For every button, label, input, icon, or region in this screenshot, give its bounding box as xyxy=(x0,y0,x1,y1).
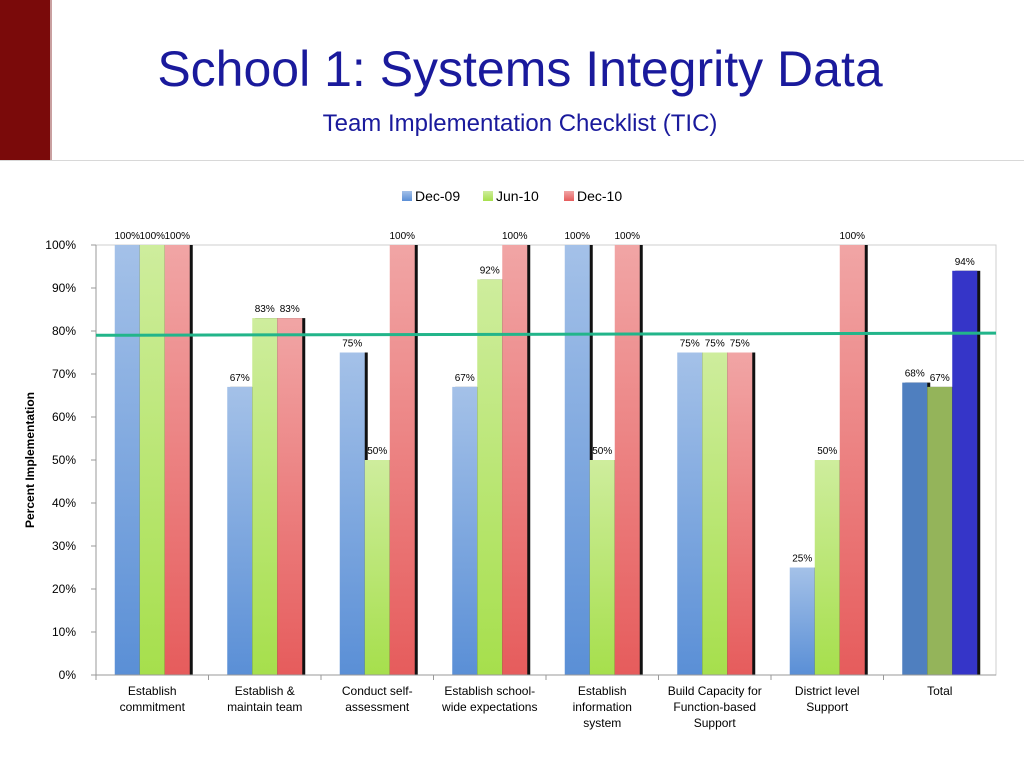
data-label: 50% xyxy=(817,446,837,457)
data-label: 83% xyxy=(280,304,300,315)
legend-label: Dec-10 xyxy=(577,188,622,204)
bar-dec-10 xyxy=(614,245,640,675)
x-category-label: Support xyxy=(806,700,849,714)
data-label: 68% xyxy=(905,369,925,380)
bar-jun-10 xyxy=(814,460,840,675)
y-axis-title: Percent Implementation xyxy=(23,392,37,528)
x-category-label: Support xyxy=(694,716,737,730)
data-label: 100% xyxy=(502,231,528,242)
legend-label: Jun-10 xyxy=(496,188,539,204)
x-category-label: District level xyxy=(795,684,860,698)
x-category-label: Establish xyxy=(578,684,627,698)
data-label: 100% xyxy=(389,231,415,242)
data-label: 100% xyxy=(614,231,640,242)
bar-jun-10 xyxy=(589,460,615,675)
data-label: 100% xyxy=(839,231,865,242)
data-label: 92% xyxy=(480,265,500,276)
bar-dec-09 xyxy=(339,352,365,675)
x-category-label: information xyxy=(573,700,632,714)
slide-title: School 1: Systems Integrity Data xyxy=(157,41,883,97)
y-tick-label: 60% xyxy=(52,410,76,424)
legend-swatch xyxy=(564,191,574,201)
bar-jun-10 xyxy=(477,279,503,675)
bar-chart: 0% 10% 20% 30% 40% 50% 60% 70% 80% 90% 100% Percent… xyxy=(23,188,997,730)
bar-dec-09 xyxy=(677,352,703,675)
y-tick-label: 100% xyxy=(45,238,76,252)
y-tick-label: 30% xyxy=(52,539,76,553)
y-tick-label: 0% xyxy=(59,668,77,682)
bar-dec-10 xyxy=(727,352,753,675)
x-category-label: assessment xyxy=(345,700,410,714)
x-category-label: wide expectations xyxy=(441,700,537,714)
x-category-label: Function-based xyxy=(673,700,756,714)
bar-dec-10 xyxy=(389,245,415,675)
y-tick-label: 70% xyxy=(52,367,76,381)
data-label: 100% xyxy=(164,231,190,242)
bar-jun-10 xyxy=(139,245,165,675)
bar-dec-10 xyxy=(952,270,978,675)
y-tick-label: 20% xyxy=(52,582,76,596)
legend-swatch xyxy=(483,191,493,201)
data-label: 75% xyxy=(342,339,362,350)
x-category-label: Build Capacity for xyxy=(668,684,762,698)
data-label: 83% xyxy=(255,304,275,315)
x-category-label: Conduct self- xyxy=(342,684,413,698)
x-category-label: system xyxy=(583,716,621,730)
x-category-label: maintain team xyxy=(227,700,302,714)
chart-frame: 0% 10% 20% 30% 40% 50% 60% 70% 80% 90% 100% Percent… xyxy=(0,160,1024,769)
slide-subtitle: Team Implementation Checklist (TIC) xyxy=(322,110,718,137)
x-category-label: Establish & xyxy=(235,684,295,698)
data-label: 67% xyxy=(230,373,250,384)
data-label: 67% xyxy=(930,373,950,384)
bar-jun-10 xyxy=(702,352,728,675)
y-tick-label: 40% xyxy=(52,496,76,510)
bar-dec-09 xyxy=(789,567,815,675)
data-label: 50% xyxy=(592,446,612,457)
data-label: 75% xyxy=(705,339,725,350)
bar-dec-09 xyxy=(564,245,590,675)
bar-dec-09 xyxy=(452,386,478,675)
bar-dec-09 xyxy=(227,386,253,675)
y-tick-label: 10% xyxy=(52,625,76,639)
data-label: 75% xyxy=(680,339,700,350)
y-tick-label: 50% xyxy=(52,453,76,467)
bar-dec-10 xyxy=(839,245,865,675)
bar-jun-10 xyxy=(252,318,278,675)
bar-dec-09 xyxy=(114,245,140,675)
side-accent-block xyxy=(0,0,52,160)
x-category-label: Total xyxy=(927,684,952,698)
x-category-label: Establish xyxy=(128,684,177,698)
bar-dec-10 xyxy=(502,245,528,675)
data-label: 25% xyxy=(792,554,812,565)
y-tick-label: 80% xyxy=(52,324,76,338)
data-label: 50% xyxy=(367,446,387,457)
bar-dec-10 xyxy=(164,245,190,675)
data-label: 100% xyxy=(564,231,590,242)
y-tick-label: 90% xyxy=(52,281,76,295)
bar-dec-10 xyxy=(277,318,303,675)
x-category-label: commitment xyxy=(120,700,186,714)
legend-swatch xyxy=(402,191,412,201)
data-label: 100% xyxy=(114,231,140,242)
data-label: 100% xyxy=(139,231,165,242)
bar-jun-10 xyxy=(364,460,390,675)
data-label: 75% xyxy=(730,339,750,350)
target-line xyxy=(95,331,997,337)
data-label: 67% xyxy=(455,373,475,384)
bar-jun-10 xyxy=(927,386,953,675)
data-label: 94% xyxy=(955,257,975,268)
x-category-label: Establish school- xyxy=(444,684,535,698)
bar-dec-09 xyxy=(902,382,928,675)
legend-label: Dec-09 xyxy=(415,188,460,204)
